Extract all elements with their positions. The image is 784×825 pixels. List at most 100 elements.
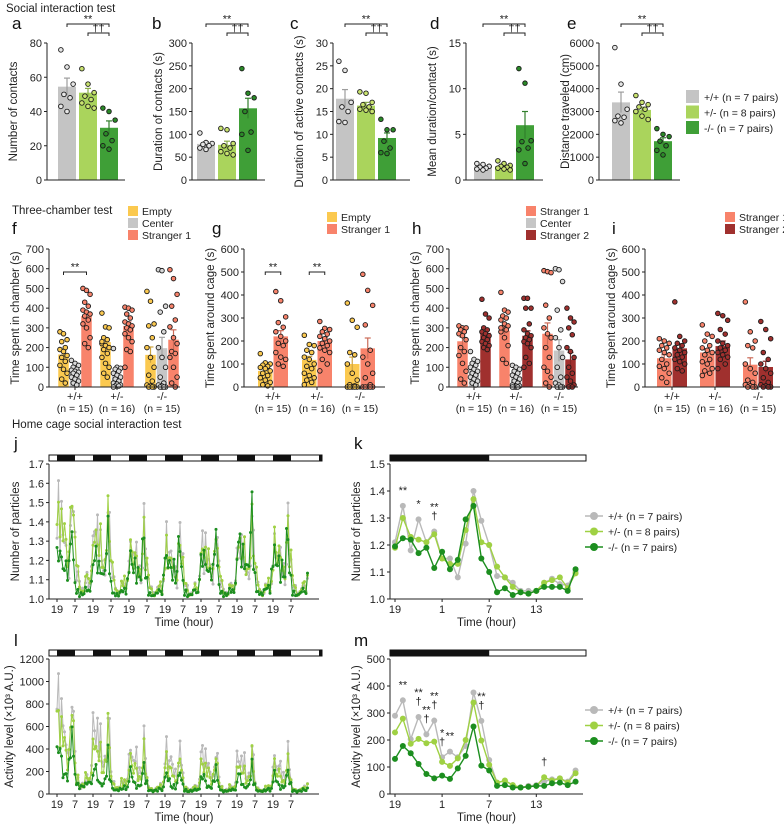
data-point [663,142,669,149]
series-point [97,559,101,563]
y-tick-label: 0 [455,175,461,187]
data-point [456,352,462,359]
series-point [109,579,113,583]
data-point [503,360,510,367]
series-point [184,787,188,791]
series-point [139,581,143,585]
y-tick-label: 300 [26,323,44,335]
series-point [525,590,532,597]
series-point [165,771,168,775]
series-point [494,782,501,789]
data-point [348,99,354,106]
series-point [198,577,201,581]
data-point [362,322,369,328]
data-point [262,377,269,383]
series-point [238,765,242,769]
data-point [122,364,128,371]
series-point [204,531,207,535]
data-point [57,362,63,369]
data-point [311,375,317,381]
data-point [554,364,560,371]
series-point [174,581,177,585]
data-point [363,107,369,113]
series-point [87,577,90,581]
series-point [292,583,296,587]
series-point [446,566,453,573]
significance-label: ** [399,679,408,691]
data-point [526,321,533,327]
series-point [121,787,125,791]
series-point [138,774,141,778]
group-n-label: (n = 15) [342,403,378,415]
data-point [567,348,574,355]
y-tick-label: 500 [26,283,44,295]
data-point [267,368,273,374]
series-point [177,774,180,778]
series-point [142,737,146,741]
y-tick-label: 100 [221,359,239,371]
series-point [234,788,237,792]
series-point [145,779,149,783]
data-point [85,103,91,110]
data-point [357,89,363,95]
series-point [64,537,68,541]
series-point [201,762,204,766]
series-point [159,580,162,584]
x-tick-label: 19 [267,604,279,616]
data-point [715,338,721,344]
series-point [171,578,174,582]
series-point [261,593,264,597]
group-n-label: (n = 16) [498,403,534,415]
significance-bracket [308,271,326,275]
data-point [679,342,685,349]
data-point [702,338,708,344]
y-tick-label: 100 [169,129,187,141]
series-point [259,591,263,595]
data-point [365,361,371,367]
series-point [273,754,276,758]
data-point [522,354,529,361]
data-point [200,141,206,148]
data-point [461,348,468,355]
y-tick-label: 40 [30,107,42,119]
series-point [462,516,469,523]
y-tick-label: 400 [26,744,44,756]
section-title-home-cage: Home cage social interaction test [12,419,182,431]
series-point [238,532,242,536]
series-point [204,761,207,765]
x-tick-label: 7 [288,604,294,616]
series-point [279,774,282,778]
series-point [124,592,128,596]
y-axis-label: Mean duration/contact (s) [427,46,439,177]
x-tick-label: 7 [144,604,150,616]
series-point [96,749,99,753]
y-axis-label: Activity level (×10³ A.U.) [351,665,363,788]
data-point [349,370,356,376]
series-point [70,705,74,709]
data-point [326,349,333,356]
series-point [244,573,248,577]
y-tick-label: 200 [426,343,444,355]
series-point [60,754,63,758]
series-point [556,574,563,581]
series-point [306,786,309,790]
series-point [145,575,149,579]
series-point [431,564,438,571]
series-point [115,592,119,596]
series-point [103,777,107,781]
x-tick-label: 7 [288,799,294,811]
series-point [556,779,563,786]
series-point [138,766,141,770]
data-point [565,325,572,331]
data-point [661,349,668,356]
significance-label: ** [430,502,439,514]
series-point [91,737,95,741]
data-point [480,167,486,173]
data-point [704,361,711,367]
data-point [88,96,94,103]
data-point [571,319,577,325]
series-point [486,767,493,774]
significance-label: ** [477,691,486,703]
data-point [548,269,554,276]
